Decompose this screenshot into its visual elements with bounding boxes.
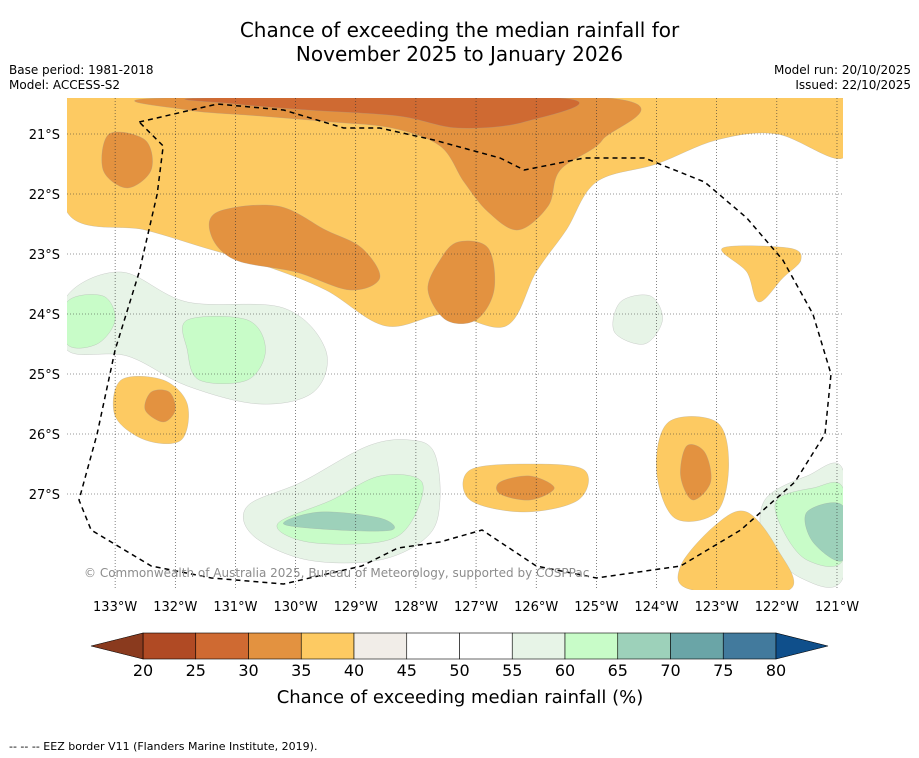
colorbar-tick-label: 75 [713, 661, 733, 680]
region-east-drier-core [680, 444, 712, 501]
y-tick-label: 21°S [29, 128, 60, 143]
model-name: Model: ACCESS-S2 [9, 78, 121, 92]
run-info: Model run: 20/10/2025 Issued: 22/10/2025 [774, 63, 911, 93]
x-tick-label: 129°W [334, 600, 378, 615]
chart-title-line1: Chance of exceeding the median rainfall … [239, 18, 680, 42]
colorbar-ticks: 20 25 30 35 40 45 50 55 60 65 70 75 80 [133, 661, 786, 680]
region-south-drier-core [496, 475, 555, 501]
issued-date: Issued: 22/10/2025 [795, 78, 911, 92]
x-tick-label: 125°W [574, 600, 618, 615]
colorbar-label: Chance of exceeding median rainfall (%) [277, 687, 644, 708]
region-south-wettest-zone [283, 511, 395, 532]
chart-title-line2: November 2025 to January 2026 [295, 42, 624, 66]
colorbar-bin [670, 632, 724, 660]
model-run-date: Model run: 20/10/2025 [773, 63, 911, 77]
colorbar-tick-label: 30 [238, 661, 258, 680]
y-tick-label: 25°S [29, 368, 60, 383]
colorbar-bin [564, 632, 619, 660]
colorbar-tick-label: 20 [133, 661, 153, 680]
x-tick-label: 131°W [213, 600, 257, 615]
x-tick-label: 128°W [394, 600, 438, 615]
colorbar-bin [722, 632, 777, 660]
colorbar-tick-label: 55 [502, 661, 522, 680]
y-tick-label: 22°S [29, 188, 60, 203]
region-north-drier-core [134, 98, 642, 231]
colorbar-tick-label: 25 [186, 661, 206, 680]
colorbar-bin [300, 632, 355, 660]
colorbar-tick-label: 65 [608, 661, 628, 680]
region-west-wetter-zone [182, 316, 266, 384]
region-southeast-dry-strip [677, 510, 795, 590]
colorbar-bin [617, 632, 671, 660]
region-mid-drier-patch [208, 204, 381, 291]
colorbar-tick-label: 50 [449, 661, 469, 680]
chart-title: Chance of exceeding the median rainfall … [0, 18, 919, 66]
base-period: Base period: 1981-2018 [9, 63, 154, 77]
colorbar-bin [195, 632, 249, 660]
colorbar-bin [511, 632, 566, 660]
region-east-wet-patch [612, 294, 663, 345]
region-far-west-wetter [67, 294, 116, 349]
x-tick-label: 126°W [514, 600, 558, 615]
x-tick-label: 124°W [634, 600, 678, 615]
colorbar-bin [248, 632, 302, 660]
colorbar-tick-label: 80 [766, 661, 786, 680]
x-tick-label: 121°W [815, 600, 859, 615]
colorbar-low-arrow [90, 632, 144, 660]
x-tick-label: 132°W [153, 600, 197, 615]
colorbar-tick-label: 70 [660, 661, 680, 680]
x-tick-label: 127°W [454, 600, 498, 615]
x-tick-label: 123°W [695, 600, 739, 615]
region-southeast-wettest-zone [804, 502, 843, 562]
region-west-drier-blob [101, 131, 153, 189]
footer-legend: -- -- -- EEZ border V11 (Flanders Marine… [9, 740, 318, 753]
colorbar-tick-label: 35 [291, 661, 311, 680]
y-axis-ticks: 21°S 22°S 23°S 24°S 25°S 26°S 27°S [29, 128, 60, 503]
x-tick-label: 122°W [755, 600, 799, 615]
region-north-dry-band [67, 98, 843, 328]
colorbar-bin [406, 632, 460, 660]
colorbar-tick-label: 45 [397, 661, 417, 680]
region-east-dry-tongue [721, 245, 802, 303]
x-axis-ticks: 133°W 132°W 131°W 130°W 129°W 128°W 127°W 126°W… [93, 600, 859, 615]
colorbar-tick-label: 40 [344, 661, 364, 680]
region-centre-drier-patch [427, 240, 496, 324]
x-tick-label: 133°W [93, 600, 137, 615]
x-tick-label: 130°W [274, 600, 318, 615]
y-tick-label: 26°S [29, 428, 60, 443]
gridlines [67, 98, 843, 590]
colorbar-bin [142, 632, 197, 660]
model-info: Base period: 1981-2018 Model: ACCESS-S2 [9, 63, 154, 93]
colorbar-bin [459, 632, 513, 660]
probability-regions [67, 98, 843, 590]
y-tick-label: 24°S [29, 308, 60, 323]
region-north-driest-core [184, 98, 580, 129]
y-tick-label: 27°S [29, 488, 60, 503]
colorbar-bin [353, 632, 408, 660]
colorbar-high-arrow [775, 632, 829, 660]
colorbar-tick-label: 60 [555, 661, 575, 680]
copyright-watermark: © Commonwealth of Australia 2025, Bureau… [84, 566, 589, 580]
colorbar [90, 632, 829, 660]
y-tick-label: 23°S [29, 248, 60, 263]
region-west-drier-core [144, 389, 176, 423]
